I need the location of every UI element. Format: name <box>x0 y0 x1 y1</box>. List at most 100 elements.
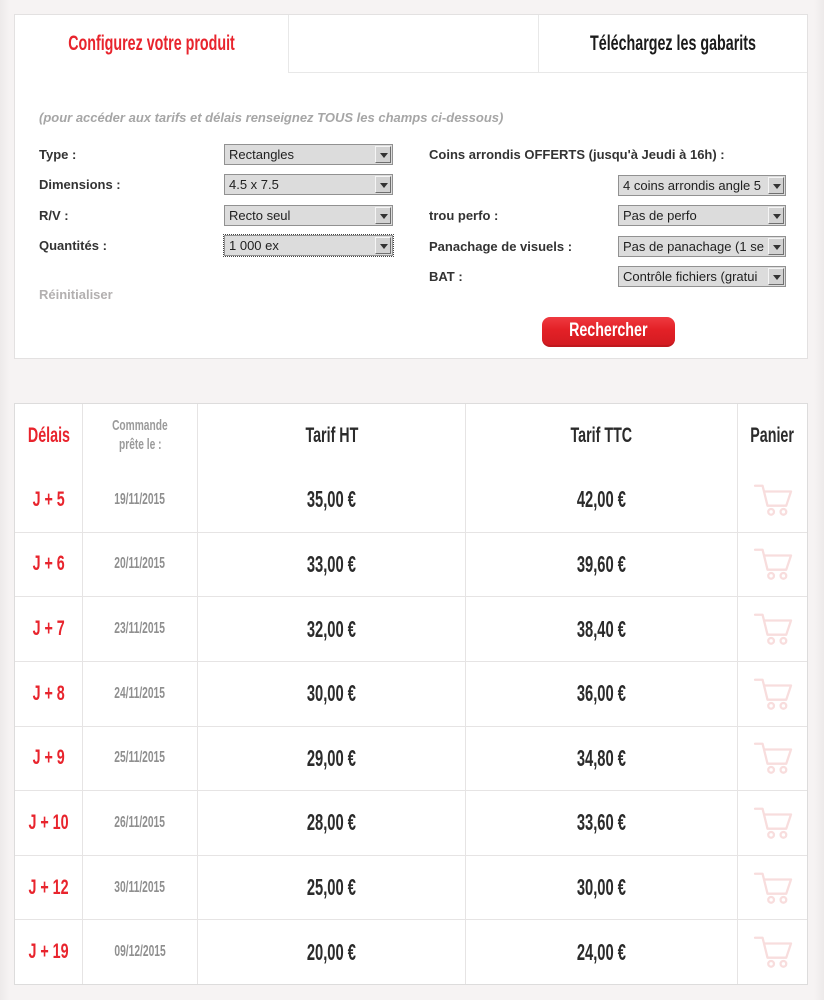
type-select-value: Rectangles <box>229 147 295 162</box>
price-ttc-cell: 42,00 € <box>466 468 738 532</box>
price-ttc-cell: 39,60 € <box>466 532 738 597</box>
tab-configure-label: Configurez votre produit <box>68 32 235 55</box>
add-to-cart-button[interactable] <box>752 482 794 518</box>
table-row: J + 12 30/11/2015 25,00 € 30,00 € <box>15 854 807 920</box>
quantities-select-value: 1 000 ex <box>229 238 279 253</box>
delay-cell: J + 12 <box>15 855 83 920</box>
price-ht-cell: 29,00 € <box>198 726 466 791</box>
add-to-cart-button[interactable] <box>752 546 794 582</box>
perforation-select[interactable]: Pas de perfo <box>618 205 786 226</box>
add-to-cart-button[interactable] <box>752 740 794 776</box>
delay-cell: J + 8 <box>15 661 83 726</box>
visual-mix-select-value: Pas de panachage (1 se <box>623 239 764 254</box>
table-row: J + 10 26/11/2015 28,00 € 33,60 € <box>15 790 807 855</box>
chevron-down-icon[interactable] <box>375 176 391 193</box>
ready-date-cell: 26/11/2015 <box>83 791 198 855</box>
chevron-down-icon[interactable] <box>768 268 784 285</box>
add-to-cart-button[interactable] <box>752 805 794 841</box>
price-ht-cell: 28,00 € <box>198 791 466 855</box>
rounded-corners-select[interactable]: 4 coins arrondis angle 5 <box>618 175 786 196</box>
tab-spacer <box>289 15 539 73</box>
price-ttc-cell: 33,60 € <box>466 791 738 855</box>
price-ht-cell: 25,00 € <box>198 855 466 920</box>
recto-verso-select[interactable]: Recto seul <box>224 205 393 226</box>
cart-icon <box>753 872 792 904</box>
ready-date-cell: 25/11/2015 <box>83 726 198 791</box>
chevron-down-icon[interactable] <box>768 238 784 255</box>
price-ttc-cell: 24,00 € <box>466 920 738 984</box>
recto-verso-label: R/V : <box>39 208 69 223</box>
ready-date-cell: 23/11/2015 <box>83 597 198 661</box>
chevron-down-icon[interactable] <box>375 237 391 254</box>
cart-icon <box>753 936 792 969</box>
delay-cell: J + 9 <box>15 726 83 791</box>
chevron-down-icon[interactable] <box>768 207 784 224</box>
visual-mix-label: Panachage de visuels : <box>429 239 573 254</box>
ready-date-cell: 24/11/2015 <box>83 661 198 726</box>
chevron-down-icon[interactable] <box>375 146 391 163</box>
delay-cell: J + 5 <box>15 468 83 532</box>
chevron-down-icon[interactable] <box>768 177 784 194</box>
table-row: J + 6 20/11/2015 33,00 € 39,60 € <box>15 531 807 597</box>
search-button-label: Rechercher <box>569 320 648 341</box>
add-to-cart-button[interactable] <box>752 611 794 647</box>
price-ttc-cell: 30,00 € <box>466 855 738 920</box>
bat-select[interactable]: Contrôle fichiers (gratui <box>618 266 786 287</box>
price-ht-cell: 35,00 € <box>198 468 466 532</box>
type-label: Type : <box>39 147 77 162</box>
product-config-panel: Configurez votre produit Téléchargez les… <box>14 14 808 359</box>
table-row: J + 5 19/11/2015 35,00 € 42,00 € <box>15 468 807 532</box>
add-to-cart-button[interactable] <box>752 676 794 712</box>
delay-cell: J + 10 <box>15 791 83 855</box>
search-button[interactable]: Rechercher <box>542 317 675 347</box>
price-ht-cell: 20,00 € <box>198 920 466 984</box>
cart-icon <box>753 549 792 581</box>
cart-cell <box>738 920 807 984</box>
price-ht-cell: 32,00 € <box>198 597 466 661</box>
reset-link[interactable]: Réinitialiser <box>39 287 113 302</box>
rounded-corners-label: Coins arrondis OFFERTS (jusqu'à Jeudi à … <box>429 147 725 162</box>
header-delais: Délais <box>15 404 83 468</box>
price-ht-cell: 33,00 € <box>198 532 466 597</box>
table-row: J + 9 25/11/2015 29,00 € 34,80 € <box>15 725 807 791</box>
tab-download-templates[interactable]: Téléchargez les gabarits <box>539 15 807 73</box>
price-ttc-cell: 36,00 € <box>466 661 738 726</box>
price-table: Délais Commande prête le : Tarif HT Tari… <box>14 403 808 985</box>
cart-icon <box>753 613 792 645</box>
cart-icon <box>753 742 792 775</box>
table-row: J + 8 24/11/2015 30,00 € 36,00 € <box>15 660 807 726</box>
quantities-label: Quantités : <box>39 238 107 253</box>
cart-icon <box>753 484 792 516</box>
recto-verso-select-value: Recto seul <box>229 208 291 223</box>
add-to-cart-button[interactable] <box>752 934 794 970</box>
cart-icon <box>753 678 792 710</box>
table-row: J + 19 09/12/2015 20,00 € 24,00 € <box>15 919 807 984</box>
form-instructions-note: (pour accéder aux tarifs et délais rense… <box>39 110 504 125</box>
table-row: J + 7 23/11/2015 32,00 € 38,40 € <box>15 596 807 661</box>
price-ht-cell: 30,00 € <box>198 661 466 726</box>
perforation-label: trou perfo : <box>429 208 499 223</box>
price-ttc-cell: 34,80 € <box>466 726 738 791</box>
cart-cell <box>738 533 807 597</box>
dimensions-label: Dimensions : <box>39 177 121 192</box>
type-select[interactable]: Rectangles <box>224 144 393 165</box>
tab-bar: Configurez votre produit Téléchargez les… <box>15 15 807 73</box>
delay-cell: J + 19 <box>15 920 83 984</box>
chevron-down-icon[interactable] <box>375 207 391 224</box>
quantities-select[interactable]: 1 000 ex <box>223 234 394 257</box>
tab-configure-product[interactable]: Configurez votre produit <box>15 15 289 73</box>
ready-date-cell: 19/11/2015 <box>83 468 198 532</box>
dimensions-select[interactable]: 4.5 x 7.5 <box>224 174 393 195</box>
price-ttc-cell: 38,40 € <box>466 597 738 661</box>
cart-cell <box>738 662 807 726</box>
cart-cell <box>738 856 807 920</box>
delay-cell: J + 7 <box>15 597 83 661</box>
ready-date-cell: 20/11/2015 <box>83 532 198 597</box>
header-panier: Panier <box>750 424 795 447</box>
price-table-header: Délais Commande prête le : Tarif HT Tari… <box>15 404 807 468</box>
add-to-cart-button[interactable] <box>752 870 794 906</box>
cart-cell <box>738 597 807 661</box>
visual-mix-select[interactable]: Pas de panachage (1 se <box>618 236 786 257</box>
ready-date-cell: 30/11/2015 <box>83 855 198 920</box>
header-order-ready: Commande prête le : <box>83 404 198 468</box>
